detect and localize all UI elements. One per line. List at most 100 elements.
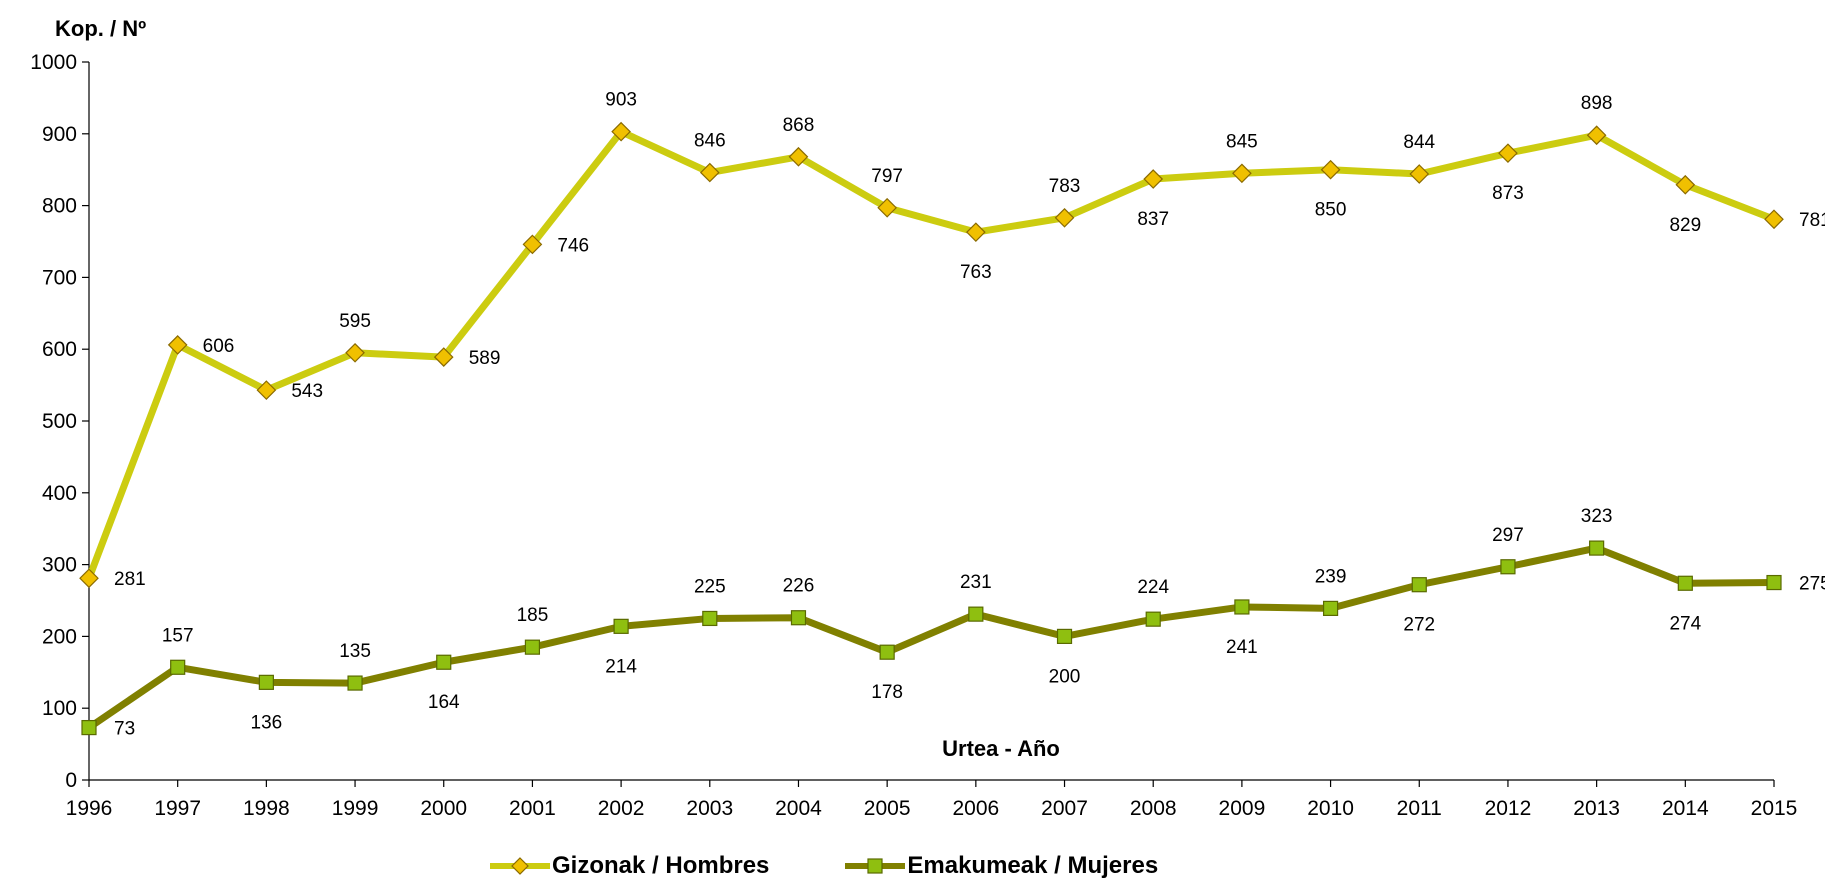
- data-point: [258, 674, 274, 690]
- series-layer: 281 606 543 595 589 746 903 846 868 797 763 783 837 8…: [79, 90, 1825, 740]
- data-label: 224: [1137, 577, 1169, 598]
- data-label: 873: [1492, 183, 1524, 204]
- data-point: [79, 568, 99, 589]
- data-label: 898: [1581, 93, 1613, 114]
- data-point: [170, 659, 186, 675]
- data-point: [81, 719, 97, 736]
- x-tick-label: 2011: [1397, 797, 1442, 820]
- series-1: 73 157 136 135 164 185 214 225 226 178 231 200 224 24…: [81, 506, 1825, 740]
- data-label: 185: [517, 605, 549, 626]
- data-label: 844: [1403, 132, 1435, 153]
- data-label: 850: [1315, 200, 1347, 221]
- data-label: 606: [203, 336, 235, 357]
- data-label: 543: [291, 381, 323, 402]
- data-point: [1586, 125, 1607, 146]
- data-label: 136: [251, 712, 283, 733]
- data-point: [345, 342, 365, 363]
- data-point: [699, 162, 720, 183]
- data-label: 226: [783, 576, 815, 597]
- x-tick-label: 1997: [154, 797, 201, 820]
- diamond-marker-icon: [490, 857, 550, 875]
- data-label: 157: [162, 625, 194, 646]
- legend-item-men[interactable]: Gizonak / Hombres: [490, 852, 769, 880]
- x-tick-label: 2005: [864, 797, 911, 820]
- y-tick-label: 400: [42, 482, 77, 505]
- data-label: 589: [469, 348, 501, 369]
- data-point: [788, 146, 809, 167]
- x-tick-label: 2013: [1573, 797, 1620, 820]
- data-label: 903: [605, 90, 637, 111]
- data-point: [613, 618, 629, 634]
- series-0: 281 606 543 595 589 746 903 846 868 797 763 783 837 8…: [79, 90, 1825, 590]
- y-tick-label: 100: [42, 697, 77, 720]
- data-point: [1056, 628, 1073, 645]
- y-tick-label: 600: [42, 338, 77, 361]
- data-label: 797: [871, 166, 903, 187]
- x-tick-label: 2012: [1485, 797, 1532, 820]
- x-tick-label: 2006: [952, 797, 999, 820]
- x-tick-label: 2014: [1662, 797, 1709, 820]
- data-point: [1589, 540, 1605, 556]
- data-label: 763: [960, 262, 992, 283]
- data-point: [433, 347, 454, 367]
- data-point: [611, 121, 631, 142]
- x-tick-label: 2002: [598, 797, 645, 820]
- data-point: [436, 654, 452, 670]
- y-tick-label: 800: [42, 195, 77, 218]
- data-label: 781: [1799, 210, 1825, 231]
- data-label: 275: [1799, 574, 1825, 595]
- data-point: [702, 610, 718, 627]
- data-point: [522, 234, 543, 255]
- data-point: [1764, 209, 1784, 230]
- legend-label-women: Emakumeak / Mujeres: [907, 852, 1159, 879]
- y-axis-label: Kop. / Nº: [55, 16, 146, 41]
- data-label: 73: [114, 719, 135, 740]
- data-label: 241: [1226, 637, 1258, 658]
- data-point: [1675, 174, 1696, 195]
- x-tick-label: 1998: [243, 797, 290, 820]
- series-line: [85, 128, 1778, 582]
- legend-label-men: Gizonak / Hombres: [552, 852, 770, 879]
- square-marker-icon: [845, 858, 906, 874]
- legend-item-women[interactable]: Emakumeak / Mujeres: [845, 852, 1158, 880]
- data-label: 868: [783, 115, 815, 136]
- data-label: 272: [1403, 615, 1435, 636]
- x-tick-label: 2015: [1751, 797, 1798, 820]
- data-point: [347, 675, 363, 691]
- data-label: 783: [1049, 176, 1081, 197]
- data-point: [1500, 559, 1516, 575]
- data-label: 231: [960, 572, 992, 593]
- data-label: 845: [1226, 131, 1258, 152]
- data-point: [167, 335, 188, 355]
- data-label: 239: [1315, 566, 1347, 587]
- y-tick-label: 200: [42, 625, 77, 648]
- data-point: [1411, 577, 1427, 593]
- data-point: [1143, 169, 1164, 189]
- data-label: 829: [1669, 215, 1701, 236]
- y-tick-label: 0: [65, 769, 77, 792]
- data-point: [1320, 159, 1341, 180]
- data-label: 200: [1049, 666, 1081, 687]
- data-point: [1409, 164, 1430, 184]
- y-tick-label: 900: [42, 123, 77, 146]
- data-point: [965, 222, 986, 243]
- data-label: 595: [339, 311, 371, 332]
- data-point: [1766, 574, 1782, 591]
- data-point: [877, 197, 898, 218]
- data-label: 837: [1137, 209, 1169, 230]
- data-point: [1498, 143, 1518, 164]
- x-tick-label: 1999: [332, 797, 379, 820]
- x-tick-label: 2003: [686, 797, 733, 820]
- data-point: [1054, 207, 1075, 228]
- data-label: 323: [1581, 506, 1613, 527]
- data-label: 746: [557, 235, 589, 256]
- data-point: [256, 380, 277, 400]
- series-line: [85, 544, 1778, 732]
- y-tick-label: 700: [42, 266, 77, 289]
- data-point: [879, 644, 895, 660]
- data-label: 164: [428, 692, 460, 713]
- data-point: [1234, 599, 1250, 615]
- x-tick-label: 2004: [775, 797, 822, 820]
- data-label: 846: [694, 131, 726, 152]
